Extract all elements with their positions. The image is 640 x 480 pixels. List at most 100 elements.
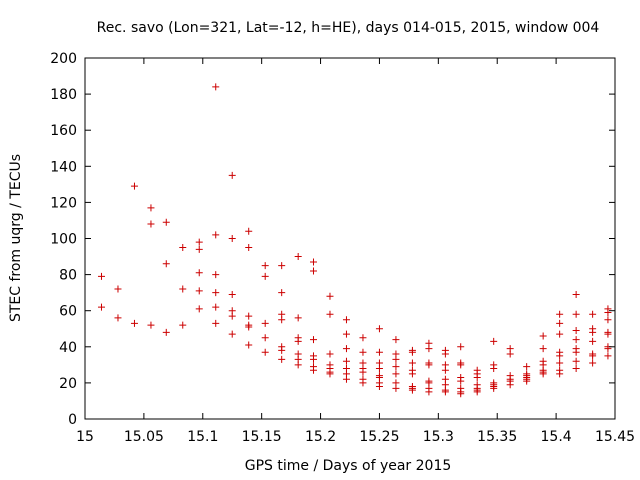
data-point bbox=[604, 309, 612, 317]
data-point bbox=[490, 337, 498, 345]
data-point bbox=[572, 364, 580, 372]
data-point bbox=[506, 381, 514, 389]
data-point bbox=[604, 330, 612, 338]
data-point bbox=[556, 319, 564, 327]
data-point bbox=[375, 325, 383, 333]
data-point bbox=[457, 361, 465, 369]
data-point bbox=[278, 346, 286, 354]
data-point bbox=[195, 269, 203, 277]
data-point bbox=[572, 348, 580, 356]
data-point bbox=[326, 310, 334, 318]
data-point bbox=[179, 244, 187, 252]
data-point bbox=[556, 310, 564, 318]
data-point bbox=[523, 363, 531, 371]
y-tick-label: 80 bbox=[59, 268, 77, 284]
data-point bbox=[245, 244, 253, 252]
data-point bbox=[179, 321, 187, 329]
data-point bbox=[278, 316, 286, 324]
x-tick-label: 15.2 bbox=[305, 429, 336, 445]
data-point bbox=[195, 305, 203, 313]
data-point bbox=[162, 260, 170, 268]
data-point bbox=[572, 310, 580, 318]
x-tick-label: 15.05 bbox=[124, 429, 164, 445]
data-point bbox=[392, 370, 400, 378]
y-tick-label: 180 bbox=[50, 87, 77, 103]
data-point bbox=[245, 312, 253, 320]
data-point bbox=[212, 231, 220, 239]
data-point bbox=[359, 379, 367, 387]
data-point bbox=[114, 285, 122, 293]
data-point bbox=[457, 390, 465, 398]
data-point bbox=[228, 290, 236, 298]
data-point bbox=[261, 334, 269, 342]
data-point bbox=[539, 370, 547, 378]
data-point bbox=[261, 262, 269, 270]
data-point bbox=[278, 289, 286, 297]
data-point bbox=[212, 303, 220, 311]
data-point bbox=[195, 245, 203, 253]
data-point bbox=[556, 330, 564, 338]
data-point bbox=[392, 355, 400, 363]
data-point bbox=[425, 345, 433, 353]
x-tick-label: 15.15 bbox=[242, 429, 282, 445]
data-point bbox=[408, 370, 416, 378]
data-point bbox=[473, 373, 481, 381]
y-tick-label: 140 bbox=[50, 159, 77, 175]
data-point bbox=[539, 332, 547, 340]
data-point bbox=[589, 359, 597, 367]
data-point bbox=[425, 388, 433, 396]
data-point bbox=[147, 321, 155, 329]
y-tick-label: 200 bbox=[50, 51, 77, 67]
x-tick-label: 15.3 bbox=[423, 429, 454, 445]
data-point bbox=[457, 377, 465, 385]
data-point bbox=[473, 388, 481, 396]
data-point bbox=[97, 303, 105, 311]
data-point bbox=[309, 336, 317, 344]
data-point bbox=[130, 182, 138, 190]
plot-frame bbox=[84, 57, 616, 420]
data-point bbox=[245, 323, 253, 331]
data-point bbox=[539, 345, 547, 353]
chart-title: Rec. savo (Lon=321, Lat=-12, h=HE), days… bbox=[97, 20, 600, 36]
data-point bbox=[130, 319, 138, 327]
data-point bbox=[261, 348, 269, 356]
data-point bbox=[359, 334, 367, 342]
data-point bbox=[589, 337, 597, 345]
data-point bbox=[294, 314, 302, 322]
data-point bbox=[490, 384, 498, 392]
data-point bbox=[342, 357, 350, 365]
data-point bbox=[572, 357, 580, 365]
data-point bbox=[261, 319, 269, 327]
data-point bbox=[392, 363, 400, 371]
data-point bbox=[309, 355, 317, 363]
data-point bbox=[441, 350, 449, 358]
data-point bbox=[147, 220, 155, 228]
x-tick-label: 15.1 bbox=[187, 429, 218, 445]
data-point bbox=[294, 361, 302, 369]
data-point bbox=[556, 370, 564, 378]
data-point bbox=[572, 290, 580, 298]
data-point bbox=[408, 386, 416, 394]
data-point bbox=[212, 83, 220, 91]
x-tick-label: 15.25 bbox=[359, 429, 399, 445]
data-point bbox=[309, 258, 317, 266]
x-tick-label: 15.35 bbox=[477, 429, 517, 445]
axis-ticks: 15 15.05 15.1 15.15 15.2 15.25 15.3 15.35 15.4 15… bbox=[50, 51, 635, 445]
data-point bbox=[278, 355, 286, 363]
data-point bbox=[490, 364, 498, 372]
data-point bbox=[425, 361, 433, 369]
data-point bbox=[228, 330, 236, 338]
data-point bbox=[408, 359, 416, 367]
data-point bbox=[261, 272, 269, 280]
data-point bbox=[228, 171, 236, 179]
data-point bbox=[359, 368, 367, 376]
data-point bbox=[604, 316, 612, 324]
data-point bbox=[212, 319, 220, 327]
data-point bbox=[179, 285, 187, 293]
y-tick-label: 20 bbox=[59, 376, 77, 392]
data-point bbox=[375, 348, 383, 356]
data-point bbox=[375, 364, 383, 372]
data-point bbox=[375, 383, 383, 391]
data-point bbox=[309, 267, 317, 275]
